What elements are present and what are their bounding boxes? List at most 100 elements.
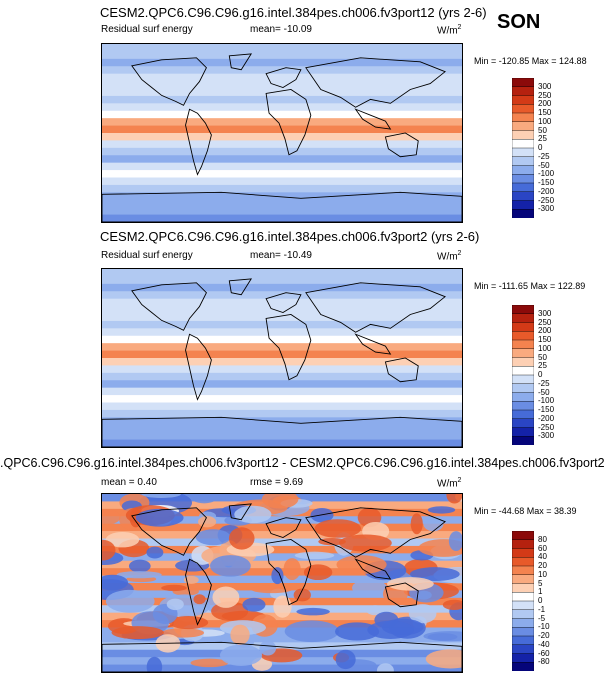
colorbar-tick-label: -60	[538, 648, 550, 658]
map-band	[102, 365, 462, 374]
map-band	[102, 81, 462, 89]
map-band	[102, 44, 462, 52]
colorbar-swatch	[512, 339, 534, 350]
colorbar-swatch	[512, 600, 534, 611]
colorbar-tick-label: -50	[538, 160, 550, 170]
colorbar-swatch	[512, 627, 534, 637]
map-anomaly-patch	[128, 559, 151, 573]
map-band	[102, 170, 462, 178]
map-band	[102, 627, 462, 636]
map-anomaly-patch	[423, 631, 462, 642]
map-band	[102, 184, 462, 193]
colorbar-swatch	[512, 348, 534, 359]
map-band	[102, 291, 462, 300]
colorbar-swatch	[512, 78, 534, 88]
map-band	[102, 147, 462, 156]
colorbar-tick-label: -150	[538, 178, 555, 187]
map-band	[102, 66, 462, 75]
colorbar-tick-label: 20	[538, 561, 547, 570]
map-band	[102, 306, 462, 314]
map-anomaly-patch	[259, 640, 277, 656]
panel2-mean-label: mean= -10.49	[250, 250, 312, 261]
colorbar-swatch	[512, 618, 534, 628]
map-anomaly-patch	[271, 567, 284, 585]
map-band	[102, 133, 462, 141]
map-band	[102, 155, 462, 164]
map-anomaly-patch	[442, 599, 462, 610]
colorbar-tick-label: 10	[538, 569, 547, 579]
map-band	[102, 110, 462, 119]
colorbar-swatch	[512, 200, 534, 210]
map-anomaly-patch	[339, 534, 392, 552]
colorbar-tick-label: 40	[538, 552, 547, 562]
map-band	[102, 634, 462, 643]
map-band	[102, 523, 462, 532]
colorbar-tick-label: -100	[538, 169, 555, 179]
map-band	[102, 439, 462, 447]
map-anomaly-patch	[261, 494, 299, 509]
map-anomaly-patch	[425, 649, 462, 669]
colorbar-tick-label: -200	[538, 413, 555, 423]
colorbar-tick-label: 250	[538, 317, 552, 327]
map-anomaly-patch	[146, 546, 164, 559]
map-anomaly-patch	[116, 571, 162, 579]
map-anomaly-patch	[146, 656, 163, 672]
map-band	[102, 335, 462, 344]
panel1-variable-label: Residual surf energy	[101, 24, 193, 35]
map-band	[102, 320, 462, 329]
panel3-rmse-label: rmse = 9.69	[250, 477, 304, 488]
colorbar-swatch	[512, 209, 534, 218]
coastline	[305, 507, 446, 558]
map-band	[102, 73, 462, 82]
colorbar-swatch	[512, 401, 534, 411]
map-band	[102, 343, 462, 351]
colorbar-swatch	[512, 86, 534, 97]
colorbar-swatch	[512, 539, 534, 550]
map-anomaly-patch	[188, 494, 220, 504]
colorbar-swatch	[512, 156, 534, 167]
map-anomaly-patch	[198, 516, 217, 528]
map-anomaly-patch	[423, 516, 444, 532]
map-anomaly-patch	[273, 595, 292, 618]
panel3-map	[101, 493, 463, 673]
colorbar-swatch	[512, 130, 534, 140]
panel3-minmax: Min = -44.68 Max = 38.39	[474, 506, 577, 516]
map-band	[102, 424, 462, 433]
map-anomaly-patch	[366, 605, 385, 616]
colorbar-swatch	[512, 644, 534, 655]
coastline	[102, 416, 462, 447]
map-anomaly-patch	[183, 575, 199, 584]
coastline	[354, 558, 392, 580]
colorbar-swatch	[512, 557, 534, 567]
map-band	[102, 328, 462, 337]
map-anomaly-patch	[105, 589, 155, 613]
panel1-map	[101, 43, 463, 223]
colorbar-tick-label: 25	[538, 361, 547, 371]
coastline	[131, 282, 207, 331]
colorbar-tick-label: 25	[538, 134, 547, 144]
colorbar-swatch	[512, 139, 534, 149]
colorbar-swatch	[512, 548, 534, 558]
map-anomaly-patch	[446, 494, 462, 504]
colorbar-swatch	[512, 427, 534, 437]
coastline	[228, 503, 253, 521]
coastline	[265, 517, 302, 538]
colorbar-tick-label: 100	[538, 343, 552, 353]
colorbar-swatch	[512, 322, 534, 332]
colorbar-swatch	[512, 635, 534, 646]
colorbar-swatch	[512, 653, 534, 663]
colorbar-tick-label: 300	[538, 308, 552, 318]
colorbar-tick-label: -20	[538, 631, 550, 640]
map-anomaly-patch	[102, 574, 129, 591]
panel1-mean-label: mean= -10.09	[250, 24, 312, 35]
colorbar-tick-label: 5	[538, 578, 543, 588]
map-anomaly-patch	[135, 508, 184, 527]
panel2-variable-label: Residual surf energy	[101, 250, 193, 261]
map-band	[102, 387, 462, 396]
map-band	[102, 620, 462, 628]
panel3-mean-label: mean = 0.40	[101, 477, 157, 488]
coastline	[102, 641, 462, 672]
coastline	[354, 108, 392, 130]
map-band	[102, 283, 462, 292]
colorbar-tick-label: -300	[538, 431, 555, 441]
